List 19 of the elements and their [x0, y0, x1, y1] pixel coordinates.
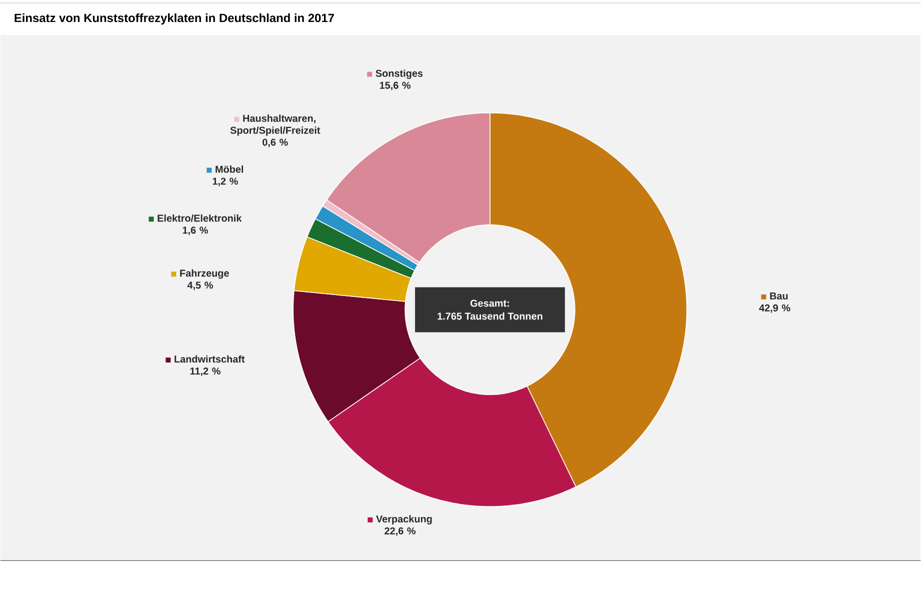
data-label: 4,5 %: [187, 281, 213, 290]
data-label: 1,2 %: [212, 177, 238, 186]
data-label: 42,9 %: [759, 304, 790, 313]
text: Gesamt:: [470, 299, 509, 307]
legend-label: Verpackung: [376, 514, 432, 524]
legend-label: Landwirtschaft: [174, 355, 245, 362]
data-label: 0,6 %: [262, 138, 288, 147]
legend-label: Bau: [770, 292, 788, 300]
legend-label: Möbel: [216, 165, 244, 173]
chart-title: Einsatz von Kunststoffrezyklaten in Deutschland in 2017: [14, 13, 334, 24]
legend-label: Elektro/Elektronik: [158, 214, 242, 222]
data-label: 22,6 %: [384, 527, 416, 536]
text: 1.765 Tausend Tonnen: [438, 312, 542, 320]
legend-label: Sonstiges: [376, 69, 423, 79]
data-label: 11,2 %: [190, 367, 220, 376]
data-label: 15,6 %: [380, 82, 411, 90]
data-label: 1,6 %: [182, 226, 208, 235]
legend-label: Haushaltwaren, Sport/Spiel/Freizeit: [230, 114, 320, 136]
legend-label: Fahrzeuge: [180, 269, 229, 278]
